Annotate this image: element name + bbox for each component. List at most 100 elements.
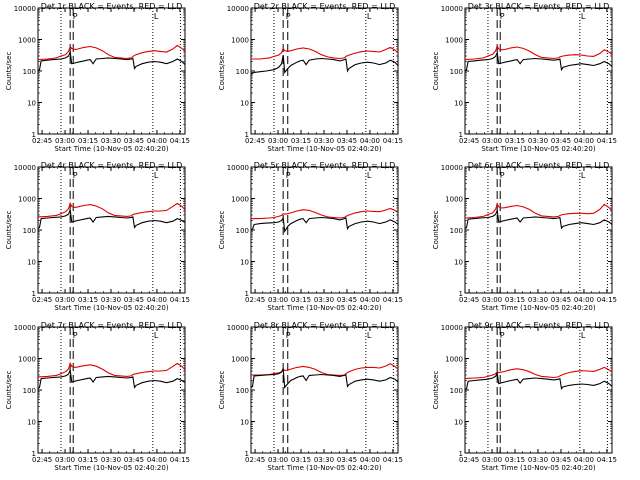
y-axis-label: Counts/sec	[218, 371, 226, 410]
events-rate-line	[464, 210, 613, 230]
x-tick-label: 03:15	[505, 296, 525, 304]
x-tick-label: 03:45	[124, 137, 144, 145]
x-tick-label: 03:00	[482, 137, 502, 145]
flag-label-p: P	[500, 331, 505, 340]
plot-frame	[464, 7, 613, 135]
y-tick-label: 10	[240, 100, 249, 108]
y-axis-label: Counts/sec	[432, 52, 440, 91]
panel-title: Det 8r BLACK = Events, RED = LLD	[254, 321, 396, 330]
y-tick-label: 1000	[445, 37, 463, 45]
flag-label-l: L	[154, 12, 159, 21]
panel-title: Det 1r BLACK = Events, RED = LLD	[41, 2, 183, 11]
y-tick-label: 1000	[231, 37, 249, 45]
y-tick-label: 1	[459, 450, 463, 458]
x-tick-label: 03:00	[55, 456, 75, 464]
x-axis-label: Start Time (10-Nov-05 02:40:20)	[481, 145, 595, 153]
lld-rate-line	[464, 44, 613, 61]
x-axis-label: Start Time (10-Nov-05 02:40:20)	[54, 464, 168, 472]
flag-label-p: P	[286, 12, 291, 21]
y-tick-label: 100	[236, 227, 249, 235]
x-tick-label: 02:45	[245, 456, 265, 464]
x-axis-label: Start Time (10-Nov-05 02:40:20)	[481, 304, 595, 312]
lld-rate-line	[464, 366, 613, 380]
plot-frame	[250, 166, 399, 294]
plot-frame	[250, 326, 399, 454]
y-axis-label: Counts/sec	[218, 52, 226, 91]
lld-rate-line	[251, 207, 399, 220]
lld-rate-line	[37, 44, 186, 61]
x-tick-label: 04:00	[574, 296, 594, 304]
y-tick-label: 10	[454, 259, 463, 267]
events-rate-line	[250, 368, 399, 389]
lld-rate-line	[464, 202, 613, 219]
x-tick-label: 03:15	[505, 137, 525, 145]
x-tick-label: 04:15	[597, 296, 617, 304]
y-tick-label: 1	[245, 450, 249, 458]
y-tick-label: 1000	[18, 196, 36, 204]
x-tick-label: 03:00	[55, 137, 75, 145]
x-tick-label: 02:45	[245, 137, 265, 145]
plot-frame	[250, 7, 399, 135]
x-axis-label: Start Time (10-Nov-05 02:40:20)	[267, 304, 381, 312]
y-tick-label: 1000	[445, 196, 463, 204]
x-tick-label: 03:15	[291, 296, 311, 304]
x-tick-label: 02:45	[459, 456, 479, 464]
y-tick-label: 10	[240, 419, 249, 427]
lld-rate-line	[37, 361, 186, 378]
x-tick-label: 04:00	[360, 296, 380, 304]
y-axis-label: Counts/sec	[432, 211, 440, 250]
x-tick-label: 04:00	[574, 137, 594, 145]
x-tick-label: 04:00	[360, 137, 380, 145]
x-tick-label: 03:30	[528, 137, 548, 145]
y-tick-label: 10000	[14, 324, 36, 332]
x-tick-label: 03:30	[528, 456, 548, 464]
x-tick-label: 04:15	[170, 456, 190, 464]
flag-label-l: L	[581, 171, 586, 180]
x-tick-label: 03:00	[482, 296, 502, 304]
x-tick-label: 03:45	[551, 296, 571, 304]
y-tick-label: 10	[454, 100, 463, 108]
x-tick-label: 04:15	[383, 456, 403, 464]
detector-panel-9: Det 9r BLACK = Events, RED = LLD 1 10 100 10…	[432, 321, 617, 472]
x-tick-label: 03:30	[101, 456, 121, 464]
x-tick-label: 04:00	[147, 456, 167, 464]
x-tick-label: 03:45	[551, 137, 571, 145]
x-tick-label: 03:15	[78, 296, 98, 304]
y-tick-label: 100	[23, 68, 36, 76]
plot-frame	[37, 326, 186, 454]
y-tick-label: 100	[236, 387, 249, 395]
detector-panel-7: Det 7r BLACK = Events, RED = LLD 1 10 100 10…	[5, 321, 190, 472]
x-tick-label: 03:00	[482, 456, 502, 464]
x-tick-label: 03:30	[528, 296, 548, 304]
y-tick-label: 10	[27, 100, 36, 108]
flag-label-l: L	[367, 171, 372, 180]
lld-rate-line	[251, 46, 399, 60]
y-tick-label: 1	[459, 131, 463, 139]
y-tick-label: 10000	[227, 324, 249, 332]
detector-panel-1: Det 1r BLACK = Events, RED = LLD 1 10 100 10…	[5, 2, 190, 153]
lld-rate-line	[251, 363, 399, 376]
flag-label-l: L	[581, 12, 586, 21]
events-rate-line	[37, 209, 186, 230]
x-axis-label: Start Time (10-Nov-05 02:40:20)	[54, 145, 168, 153]
x-tick-label: 03:30	[101, 137, 121, 145]
x-tick-label: 04:00	[360, 456, 380, 464]
flag-label-l: L	[154, 171, 159, 180]
y-tick-label: 10	[240, 259, 249, 267]
detector-panel-6: Det 6r BLACK = Events, RED = LLD 1 10 100 10…	[432, 161, 617, 312]
panel-title: Det 2r BLACK = Events, RED = LLD	[254, 2, 396, 11]
detector-panel-2: Det 2r BLACK = Events, RED = LLD 1 10 100 10…	[218, 2, 403, 153]
y-axis-label: Counts/sec	[432, 371, 440, 410]
events-rate-line	[37, 369, 186, 390]
y-tick-label: 1	[245, 131, 249, 139]
x-tick-label: 02:45	[245, 296, 265, 304]
flag-label-l: L	[367, 331, 372, 340]
x-tick-label: 03:30	[314, 296, 334, 304]
y-axis-label: Counts/sec	[5, 371, 13, 410]
plot-frame	[37, 166, 186, 294]
plot-frame	[464, 166, 613, 294]
panel-title: Det 4r BLACK = Events, RED = LLD	[41, 161, 183, 170]
y-tick-label: 10000	[441, 324, 463, 332]
x-tick-label: 03:45	[337, 137, 357, 145]
